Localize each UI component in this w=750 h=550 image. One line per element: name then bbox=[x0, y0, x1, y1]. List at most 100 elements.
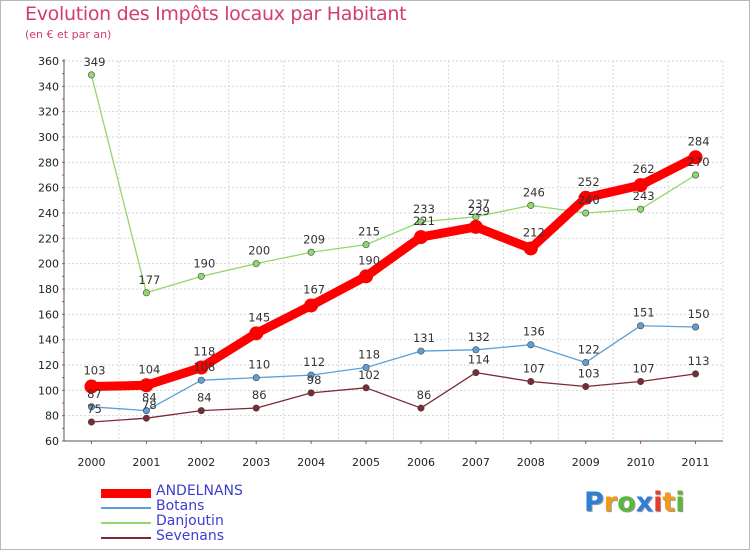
data-point-botans bbox=[252, 374, 260, 382]
legend-label: ANDELNANS bbox=[156, 483, 243, 499]
data-point-botans bbox=[472, 346, 480, 354]
data-label-botans: 122 bbox=[578, 342, 600, 356]
logo-letter: P bbox=[584, 487, 604, 518]
data-label-danjoutin: 270 bbox=[688, 155, 710, 169]
x-tick-label: 2008 bbox=[517, 456, 545, 469]
y-tick-label: 60 bbox=[45, 435, 59, 448]
x-tick-label: 2003 bbox=[242, 456, 270, 469]
data-label-botans: 150 bbox=[688, 307, 710, 321]
data-label-sevenans: 114 bbox=[468, 353, 490, 367]
data-label-danjoutin: 240 bbox=[578, 193, 600, 207]
data-point-andelnans bbox=[633, 178, 648, 193]
data-label-danjoutin: 243 bbox=[633, 189, 655, 203]
data-point-sevenans bbox=[362, 384, 370, 392]
data-label-botans: 136 bbox=[523, 325, 545, 339]
y-tick-label: 220 bbox=[38, 232, 59, 245]
data-label-sevenans: 78 bbox=[142, 398, 157, 412]
x-tick-label: 2001 bbox=[132, 456, 160, 469]
data-point-danjoutin bbox=[362, 241, 370, 249]
data-label-andelnans: 229 bbox=[468, 204, 490, 218]
data-label-danjoutin: 209 bbox=[303, 232, 325, 246]
y-tick-label: 160 bbox=[38, 308, 59, 321]
x-tick-label: 2002 bbox=[187, 456, 215, 469]
logo-letter: i bbox=[675, 487, 685, 518]
data-point-sevenans bbox=[692, 370, 700, 378]
data-point-andelnans bbox=[304, 298, 319, 313]
x-tick-label: 2011 bbox=[682, 456, 710, 469]
data-label-sevenans: 86 bbox=[252, 388, 267, 402]
logo-letter: t bbox=[662, 487, 676, 518]
data-label-botans: 132 bbox=[468, 330, 490, 344]
data-point-danjoutin bbox=[527, 201, 535, 209]
data-label-danjoutin: 200 bbox=[248, 244, 270, 258]
legend-label: Danjoutin bbox=[156, 513, 224, 529]
data-label-andelnans: 221 bbox=[413, 214, 435, 228]
x-tick-label: 2000 bbox=[77, 456, 105, 469]
data-point-botans bbox=[582, 358, 590, 366]
data-point-botans bbox=[87, 403, 95, 411]
series-line-sevenans bbox=[90, 371, 697, 423]
data-point-danjoutin bbox=[637, 205, 645, 213]
y-tick-label: 100 bbox=[38, 384, 59, 397]
legend-swatch bbox=[101, 522, 151, 524]
data-point-botans bbox=[307, 371, 315, 379]
legend-label: Botans bbox=[156, 498, 205, 514]
data-point-sevenans bbox=[527, 377, 535, 385]
legend-swatch bbox=[101, 537, 151, 539]
data-label-sevenans: 113 bbox=[688, 354, 710, 368]
data-label-danjoutin: 246 bbox=[523, 185, 545, 199]
data-label-andelnans: 262 bbox=[633, 162, 655, 176]
data-point-sevenans bbox=[637, 377, 645, 385]
data-label-botans: 84 bbox=[142, 391, 157, 405]
data-label-andelnans: 167 bbox=[303, 282, 325, 296]
series-line-danjoutin bbox=[90, 74, 697, 294]
y-tick-label: 280 bbox=[38, 156, 59, 169]
y-tick-label: 180 bbox=[38, 283, 59, 296]
data-label-botans: 118 bbox=[358, 348, 380, 362]
logo-letter: i bbox=[653, 487, 663, 518]
y-tick-label: 320 bbox=[38, 106, 59, 119]
data-point-andelnans bbox=[468, 219, 483, 234]
y-tick-label: 360 bbox=[38, 55, 59, 68]
data-label-botans: 131 bbox=[413, 331, 435, 345]
logo-letter: r bbox=[603, 487, 618, 518]
data-point-botans bbox=[142, 407, 150, 415]
data-label-danjoutin: 215 bbox=[358, 225, 380, 239]
data-label-botans: 87 bbox=[87, 387, 102, 401]
data-labels: 103 104 118 145 167 190 221 229 212 252 262 284 87 84… bbox=[83, 55, 709, 416]
y-tick-label: 260 bbox=[38, 182, 59, 195]
data-point-botans bbox=[527, 341, 535, 349]
chart-subtitle: (en € et par an) bbox=[25, 28, 112, 41]
data-label-sevenans: 103 bbox=[578, 367, 600, 381]
data-point-andelnans bbox=[523, 241, 538, 256]
data-label-andelnans: 118 bbox=[193, 345, 215, 359]
y-tick-label: 240 bbox=[38, 207, 59, 220]
data-point-botans bbox=[197, 376, 205, 384]
series-lines bbox=[84, 71, 703, 426]
x-tick-label: 2006 bbox=[407, 456, 435, 469]
data-point-andelnans bbox=[413, 230, 428, 245]
data-label-andelnans: 252 bbox=[578, 175, 600, 189]
data-point-botans bbox=[692, 323, 700, 331]
legend-label: Sevenans bbox=[156, 528, 225, 544]
data-label-botans: 108 bbox=[193, 360, 215, 374]
data-point-sevenans bbox=[252, 404, 260, 412]
data-point-danjoutin bbox=[307, 248, 315, 256]
data-label-sevenans: 107 bbox=[523, 361, 545, 375]
y-tick-label: 80 bbox=[45, 410, 59, 423]
data-label-sevenans: 84 bbox=[197, 391, 212, 405]
data-point-andelnans bbox=[359, 269, 374, 284]
legend-swatch bbox=[101, 507, 151, 509]
y-tick-label: 200 bbox=[38, 258, 59, 271]
data-point-danjoutin bbox=[417, 218, 425, 226]
data-point-andelnans bbox=[578, 190, 593, 205]
data-label-sevenans: 86 bbox=[417, 388, 432, 402]
data-label-botans: 151 bbox=[633, 306, 655, 320]
chart-title: Evolution des Impôts locaux par Habitant bbox=[25, 3, 407, 25]
data-label-danjoutin: 233 bbox=[413, 202, 435, 216]
data-point-sevenans bbox=[87, 418, 95, 426]
data-point-andelnans bbox=[84, 379, 99, 394]
data-label-andelnans: 284 bbox=[688, 134, 710, 148]
